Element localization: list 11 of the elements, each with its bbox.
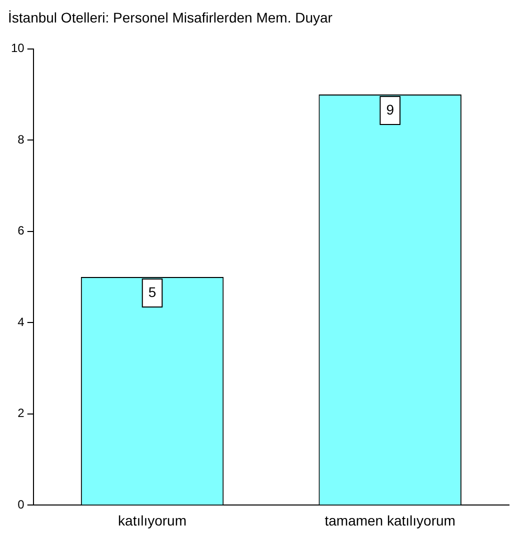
y-tick-label: 10: [10, 41, 25, 56]
y-tick-label: 4: [18, 314, 25, 329]
y-tick-label: 6: [18, 224, 25, 238]
y-tick-label: 2: [18, 406, 25, 420]
data-label: 5: [148, 284, 156, 300]
data-label: 9: [386, 101, 394, 118]
y-tick-label: 0: [18, 498, 25, 512]
chart-title: İstanbul Otelleri: Personel Misafirlerden Mem. Duyar: [8, 9, 333, 26]
x-tick-label: katılıyorum: [118, 512, 186, 528]
x-tick-label: tamamen katılıyorum: [324, 512, 456, 528]
y-tick-label: 8: [18, 132, 25, 146]
